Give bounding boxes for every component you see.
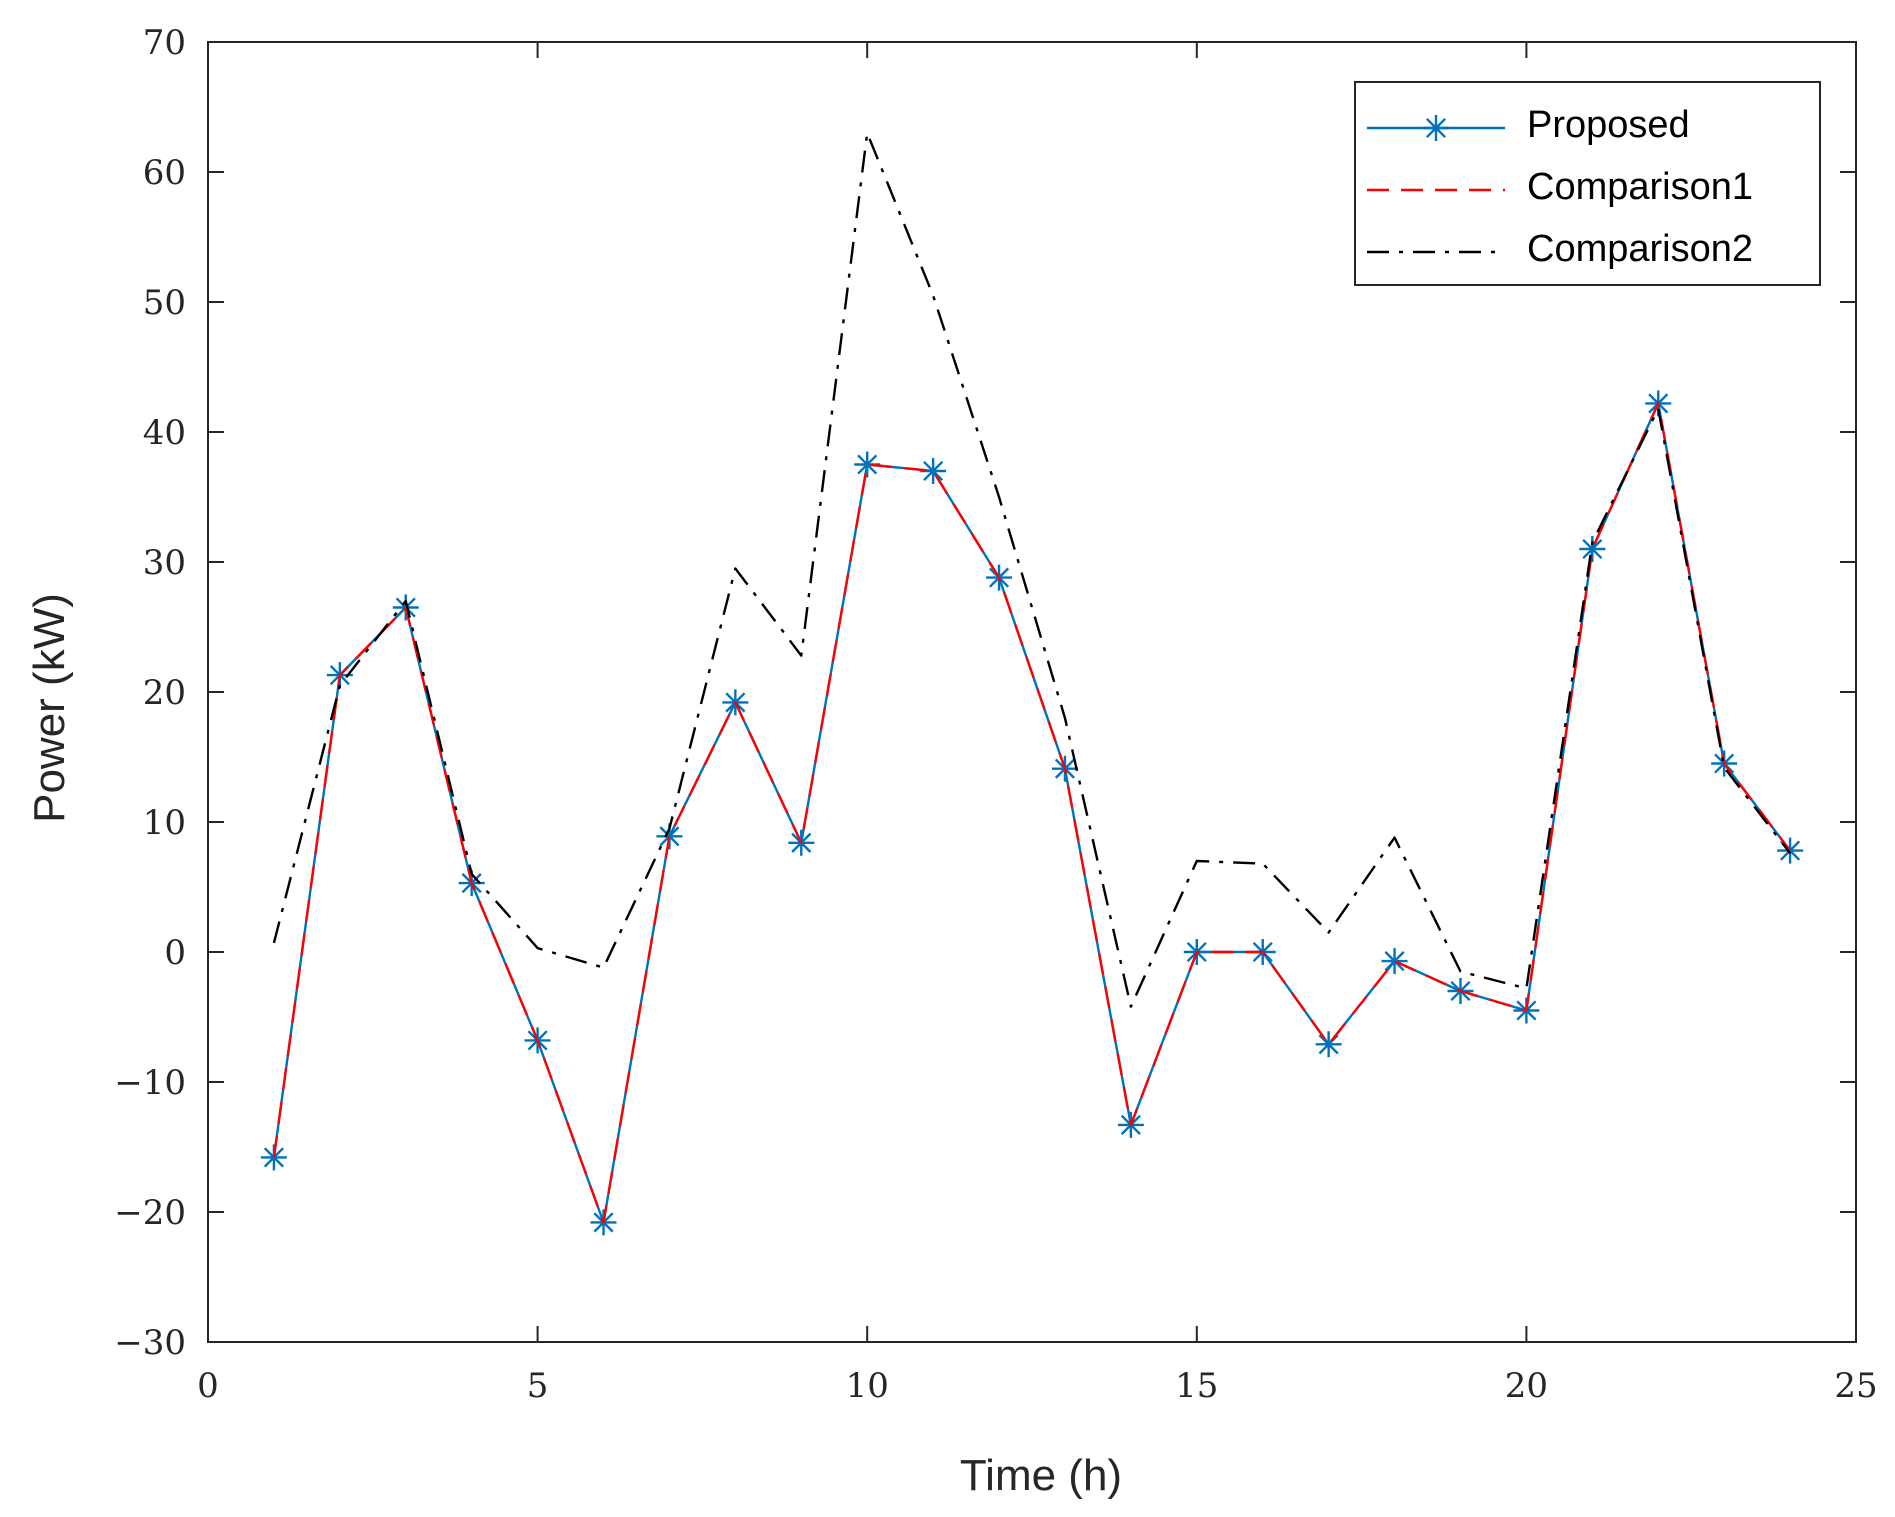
legend-marker-proposed: [1423, 115, 1449, 141]
legend: Proposed Comparison1 Comparison2: [1354, 81, 1821, 286]
data-point-proposed: [1381, 948, 1408, 975]
y-tick-label: 70: [143, 23, 186, 63]
series-line-comparison1: [272, 402, 1792, 1224]
series-layer: [260, 131, 1804, 1236]
x-tick-label: 15: [1175, 1366, 1218, 1406]
y-tick-label: 10: [143, 803, 186, 843]
data-point-proposed: [854, 451, 881, 478]
data-point-proposed: [920, 458, 947, 484]
x-tick-label: 10: [846, 1366, 889, 1406]
y-tick-label: 30: [143, 543, 186, 583]
axes-border: [207, 41, 1857, 1343]
data-point-proposed: [1315, 1031, 1342, 1058]
y-tick-label: 40: [143, 413, 186, 453]
axes-frame: [207, 41, 1857, 1343]
x-tick-label: 0: [197, 1366, 219, 1406]
y-tick-label: −30: [114, 1323, 186, 1363]
x-tick-label: 25: [1834, 1366, 1877, 1406]
y-tick-label: 20: [143, 673, 186, 713]
legend-label-comparison2: Comparison2: [1527, 228, 1753, 270]
legend-label-comparison1: Comparison1: [1527, 166, 1753, 208]
x-tick-label: 5: [527, 1366, 549, 1406]
y-tick-label: 0: [164, 933, 186, 973]
series-line-comparison2: [272, 131, 1792, 1008]
x-axis-title: Time (h): [960, 1451, 1122, 1500]
y-tick-label: −10: [114, 1063, 186, 1103]
x-tick-label: 20: [1505, 1366, 1548, 1406]
y-axis-title: Power (kW): [25, 593, 74, 823]
y-tick-label: −20: [114, 1193, 186, 1233]
legend-label-proposed: Proposed: [1527, 104, 1690, 146]
data-point-proposed: [656, 823, 683, 850]
y-tick-label: 50: [143, 283, 186, 323]
data-point-proposed: [1579, 536, 1606, 562]
y-axis: −30 −20 −10 0 10 20 30 40 50 60 70: [114, 23, 1856, 1363]
y-tick-label: 60: [143, 153, 186, 193]
legend-samples: [1367, 115, 1505, 254]
x-axis: 0 5 10 15 20 25: [197, 42, 1878, 1406]
